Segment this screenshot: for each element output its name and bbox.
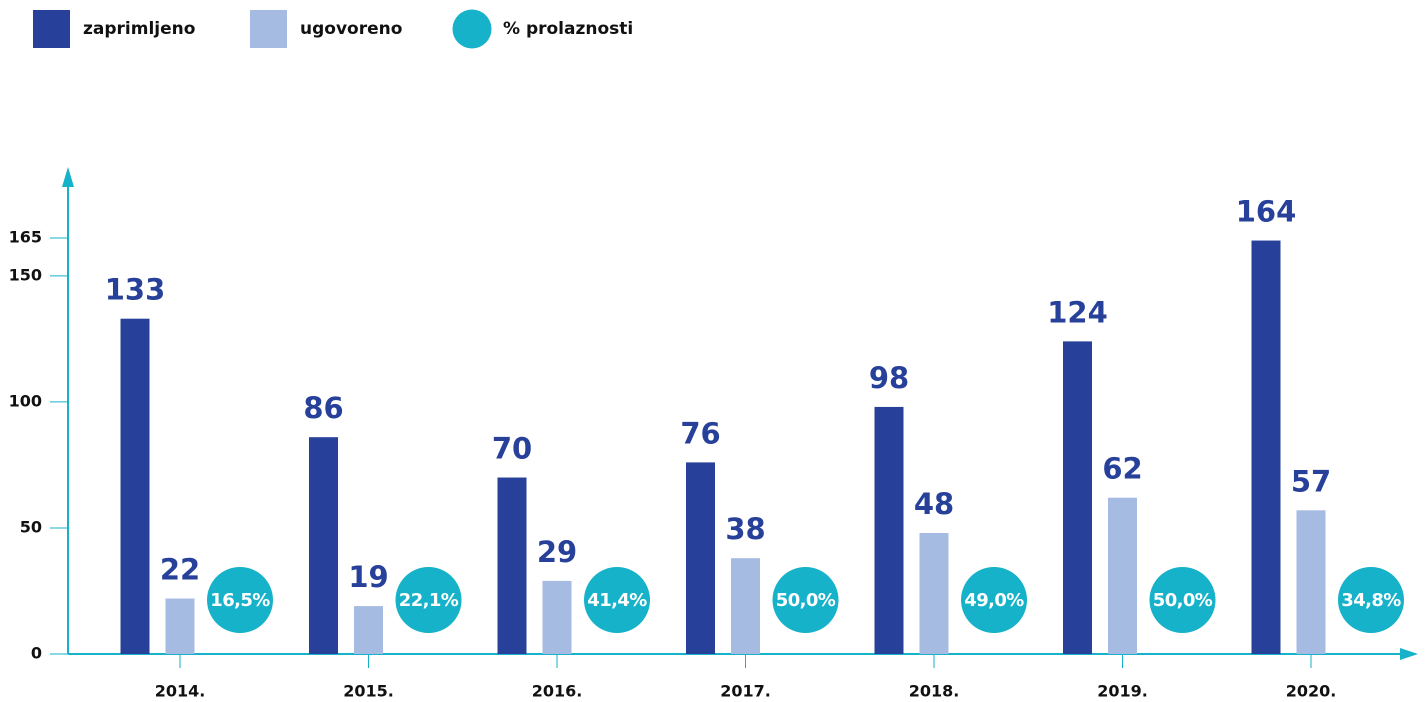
y-tick-label: 165 [9,228,42,247]
value-label: 124 [1047,295,1108,329]
rate-marker [584,567,650,633]
bar [686,462,715,654]
bar [731,558,760,654]
x-tick-label: 2015. [343,682,394,701]
y-tick-label: 150 [9,265,42,284]
rate-marker [1338,567,1404,633]
value-label: 38 [725,512,765,546]
value-label: 57 [1291,464,1331,498]
value-label: 70 [492,432,532,466]
bar [309,437,338,654]
value-label: 62 [1102,452,1142,486]
legend-label: zaprimljeno [83,19,195,39]
rate-label: 22,1% [399,590,459,611]
x-tick-label: 2020. [1286,682,1337,701]
x-tick-label: 2016. [532,682,583,701]
value-label: 164 [1236,195,1297,229]
bar [354,606,383,654]
bar [874,406,904,654]
rate-label: 41,4% [587,590,647,611]
bar [1251,240,1281,654]
x-tick-label: 2019. [1097,682,1148,701]
y-tick-label: 100 [9,391,42,410]
rate-marker [207,567,273,633]
bar [1063,341,1092,654]
bar [1296,510,1326,654]
value-label: 48 [914,487,954,521]
legend-label: % prolaznosti [503,19,633,39]
legend-swatch [452,9,492,49]
rate-label: 34,8% [1341,590,1401,611]
legend-label: ugovoreno [300,19,402,39]
value-label: 76 [680,416,720,450]
rate-marker [395,567,462,633]
bar [542,580,572,654]
bar [919,532,949,654]
x-tick-label: 2017. [720,682,771,701]
rate-marker [772,567,839,633]
y-axis-arrow [62,167,74,187]
value-label: 98 [869,361,909,395]
value-label: 133 [105,273,166,307]
rate-marker [961,567,1027,633]
y-tick-label: 0 [31,644,42,663]
rate-label: 50,0% [1153,590,1213,611]
value-label: 22 [160,553,200,587]
bar [497,477,527,654]
rate-label: 50,0% [776,590,836,611]
legend-swatch [250,10,287,48]
bar [1108,497,1137,654]
value-label: 29 [537,535,577,569]
y-tick-label: 50 [20,517,42,536]
rate-marker [1149,567,1216,633]
bar [165,598,195,654]
value-label: 86 [303,391,343,425]
bar [120,318,150,654]
x-tick-label: 2014. [155,682,206,701]
x-tick-label: 2018. [909,682,960,701]
legend-swatch [33,10,70,48]
value-label: 19 [348,560,388,594]
rate-label: 49,0% [964,590,1024,611]
rate-label: 16,5% [210,590,270,611]
x-axis-arrow [1400,648,1418,660]
